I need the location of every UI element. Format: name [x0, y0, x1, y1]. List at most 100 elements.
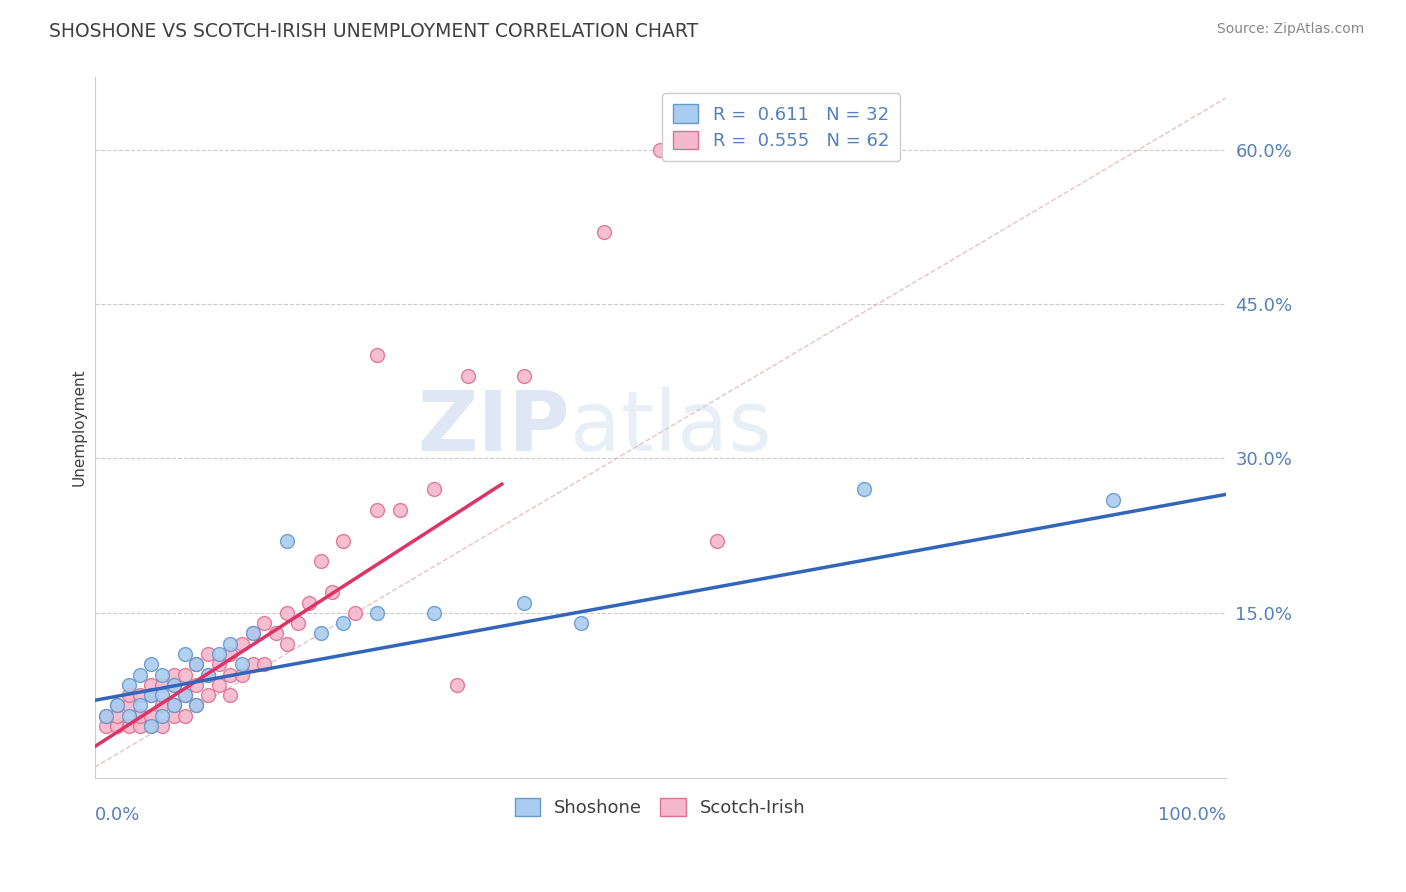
Point [197, 647, 219, 661]
Point [276, 606, 298, 620]
Point [650, 143, 672, 157]
Legend: Shoshone, Scotch-Irish: Shoshone, Scotch-Irish [508, 790, 813, 824]
Point [139, 678, 162, 692]
Point [264, 626, 287, 640]
Point [186, 657, 208, 672]
Point [174, 688, 197, 702]
Point [242, 626, 264, 640]
Point [139, 719, 162, 733]
Point [152, 667, 174, 681]
Point [139, 688, 162, 702]
Point [128, 719, 150, 733]
Point [174, 667, 197, 681]
Point [186, 698, 208, 713]
Point [208, 647, 231, 661]
Point [457, 369, 479, 384]
Point [152, 719, 174, 733]
Point [186, 657, 208, 672]
Point [105, 698, 128, 713]
Point [105, 708, 128, 723]
Point [231, 637, 253, 651]
Point [208, 657, 231, 672]
Point [366, 503, 388, 517]
Point [253, 657, 276, 672]
Point [219, 688, 242, 702]
Point [94, 708, 117, 723]
Point [117, 719, 139, 733]
Point [139, 688, 162, 702]
Point [163, 667, 186, 681]
Point [231, 657, 253, 672]
Point [706, 533, 728, 548]
Point [163, 698, 186, 713]
Point [423, 606, 446, 620]
Point [366, 348, 388, 362]
Point [513, 595, 536, 609]
Point [197, 688, 219, 702]
Y-axis label: Unemployment: Unemployment [72, 368, 86, 486]
Point [152, 698, 174, 713]
Point [446, 678, 468, 692]
Point [208, 678, 231, 692]
Point [197, 667, 219, 681]
Point [513, 369, 536, 384]
Point [152, 708, 174, 723]
Point [152, 678, 174, 692]
Point [219, 637, 242, 651]
Point [163, 678, 186, 692]
Point [94, 719, 117, 733]
Point [219, 667, 242, 681]
Point [287, 616, 309, 631]
Point [139, 657, 162, 672]
Point [298, 595, 321, 609]
Point [343, 606, 366, 620]
Point [219, 647, 242, 661]
Point [242, 626, 264, 640]
Point [276, 533, 298, 548]
Point [592, 225, 614, 239]
Point [672, 122, 695, 136]
Point [253, 616, 276, 631]
Point [174, 708, 197, 723]
Point [117, 678, 139, 692]
Point [186, 678, 208, 692]
Point [128, 688, 150, 702]
Point [852, 483, 875, 497]
Point [423, 483, 446, 497]
Point [139, 719, 162, 733]
Point [174, 647, 197, 661]
Point [94, 708, 117, 723]
Point [105, 698, 128, 713]
Point [163, 698, 186, 713]
Point [128, 708, 150, 723]
Point [1101, 492, 1123, 507]
Point [276, 637, 298, 651]
Point [117, 708, 139, 723]
Point [309, 626, 332, 640]
Point [128, 667, 150, 681]
Text: ZIP: ZIP [418, 387, 569, 468]
Point [366, 606, 388, 620]
Point [117, 688, 139, 702]
Point [139, 708, 162, 723]
Text: 100.0%: 100.0% [1157, 805, 1226, 823]
Point [332, 533, 354, 548]
Text: SHOSHONE VS SCOTCH-IRISH UNEMPLOYMENT CORRELATION CHART: SHOSHONE VS SCOTCH-IRISH UNEMPLOYMENT CO… [49, 22, 699, 41]
Text: 0.0%: 0.0% [94, 805, 141, 823]
Point [128, 698, 150, 713]
Point [321, 585, 343, 599]
Point [105, 719, 128, 733]
Point [332, 616, 354, 631]
Point [242, 657, 264, 672]
Point [163, 708, 186, 723]
Point [231, 667, 253, 681]
Point [388, 503, 411, 517]
Point [174, 688, 197, 702]
Point [152, 688, 174, 702]
Point [163, 678, 186, 692]
Point [197, 667, 219, 681]
Text: Source: ZipAtlas.com: Source: ZipAtlas.com [1216, 22, 1364, 37]
Text: atlas: atlas [569, 387, 772, 468]
Point [309, 554, 332, 568]
Point [186, 698, 208, 713]
